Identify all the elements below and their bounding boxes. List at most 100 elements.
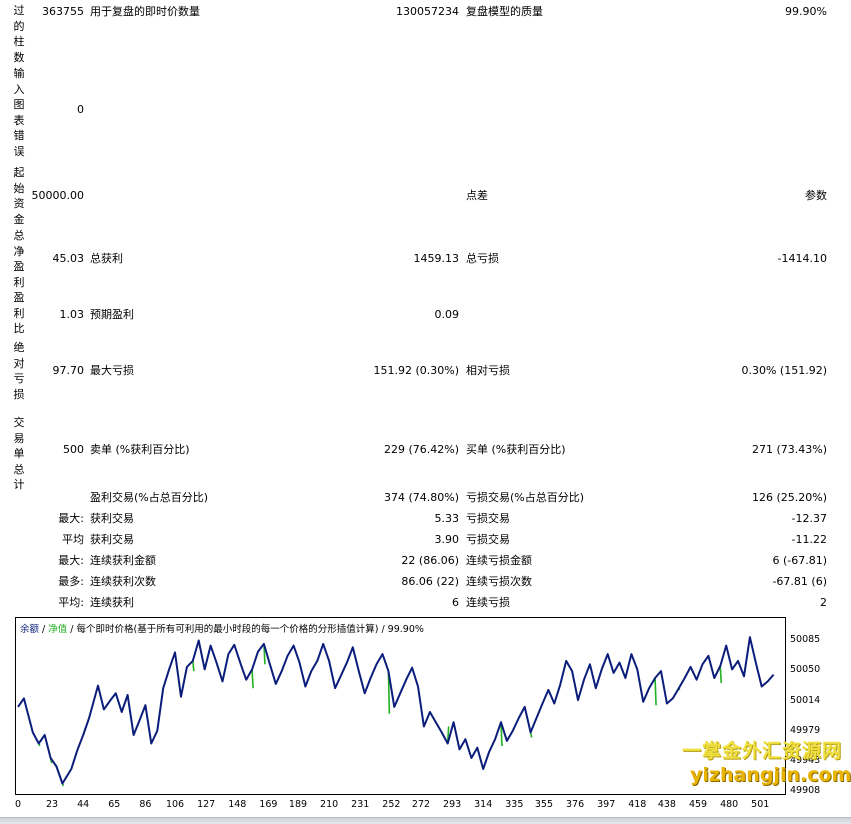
total-trades-value: 500 [63, 443, 84, 456]
gross-loss-value: -1414.10 [777, 252, 827, 265]
equity-dip-12 [719, 665, 723, 684]
expected-payoff-value: 0.09 [434, 308, 460, 321]
absolute-drawdown-value: 97.70 [52, 364, 85, 377]
x-tick-label: 169 [259, 799, 278, 810]
expected-payoff-label: 预期盈利 [90, 308, 134, 321]
equity-dip-8 [500, 722, 503, 747]
x-tick-label: 210 [320, 799, 339, 810]
y-tick-label: 50050 [790, 664, 821, 676]
legend-separator: / [39, 624, 49, 635]
x-tick-label: 397 [597, 799, 616, 810]
largest-label: 最大: [58, 512, 84, 525]
loss-trades-value: 126 (25.20%) [751, 491, 827, 504]
consecutive-loss-count-label: 连续亏损次数 [466, 575, 532, 588]
net-profit-value: 45.03 [52, 252, 85, 265]
short-positions-label: 卖单 (%获利百分比) [90, 443, 190, 456]
model-quality-value: 99.90% [785, 5, 827, 18]
ticks-label: 用于复盘的即时价数量 [90, 5, 200, 18]
watermark-url: yizhangjin.com [690, 764, 851, 786]
side-label-bars: 过的柱数 [13, 4, 25, 64]
x-tick-label: 272 [411, 799, 431, 810]
largest-loss-trade-label: 亏损交易 [466, 512, 510, 525]
maximum-label: 最大: [58, 554, 84, 567]
side-label-absolute-drawdown: 绝对亏损 [13, 341, 25, 401]
gross-profit-value: 1459.13 [413, 252, 460, 265]
consecutive-wins-money-label: 连续获利金额 [90, 554, 156, 567]
loss-trades-label: 亏损交易(%占总百分比) [466, 491, 585, 504]
x-tick-label: 106 [165, 799, 185, 810]
y-tick-label: 49979 [790, 724, 821, 736]
chart-errors-value: 0 [77, 103, 84, 116]
x-tick-label: 355 [534, 799, 554, 810]
largest-loss-trade-value: -12.37 [791, 512, 827, 525]
y-tick-label: 49908 [790, 785, 821, 796]
average-loss-trade-label: 亏损交易 [466, 533, 510, 546]
average-profit-trade-value: 3.90 [434, 533, 460, 546]
gross-profit-label: 总获利 [90, 252, 123, 265]
profit-trades-value: 374 (74.80%) [383, 491, 459, 504]
chart-legend: 余额 / 净值 / 每个即时价格(基于所有可利用的最小时段的每一个价格的分形插值… [20, 621, 424, 635]
balance-chart-plot [17, 636, 775, 787]
average-consecutive-wins-value: 6 [452, 596, 459, 609]
x-tick-label: 293 [443, 799, 462, 810]
y-tick-label: 49943 [790, 755, 821, 767]
average-consecutive-label: 平均: [58, 596, 84, 609]
x-tick-label: 23 [46, 799, 59, 810]
x-tick-label: 480 [720, 799, 739, 810]
long-positions-label: 买单 (%获利百分比) [466, 443, 566, 456]
side-label-initial-deposit: 起始资金 [13, 166, 25, 226]
x-tick-label: 438 [657, 799, 676, 810]
y-tick-label: 50085 [790, 634, 821, 646]
maximal-drawdown-value: 151.92 (0.30%) [373, 364, 459, 377]
x-tick-label: 231 [351, 799, 370, 810]
x-tick-label: 418 [628, 799, 647, 810]
balance-series-line [17, 636, 775, 785]
consecutive-losses-money-value: 6 (-67.81) [772, 554, 827, 567]
average-loss-trade-value: -11.22 [791, 533, 827, 546]
profit-factor-value: 1.03 [59, 308, 85, 321]
spread-label: 点差 [466, 189, 488, 202]
average-consecutive-losses-value: 2 [820, 596, 827, 609]
side-label-net-profit: 总净盈利 [13, 229, 25, 289]
legend-description: / 每个即时价格(基于所有可利用的最小时段的每一个价格的分形插值计算) / 99… [67, 624, 424, 635]
x-tick-label: 189 [288, 799, 308, 810]
consecutive-profit-count-value: 86.06 (22) [401, 575, 459, 588]
relative-drawdown-value: 0.30% (151.92) [741, 364, 827, 377]
x-tick-label: 459 [688, 799, 708, 810]
x-tick-label: 501 [751, 799, 770, 810]
x-tick-label: 127 [197, 799, 216, 810]
y-tick-label: 50014 [790, 694, 821, 706]
largest-profit-trade-label: 获利交易 [90, 512, 134, 525]
consecutive-losses-money-label: 连续亏损金额 [466, 554, 532, 567]
x-tick-label: 0 [14, 799, 22, 810]
equity-dip-6 [387, 671, 391, 714]
initial-deposit-value: 50000.00 [31, 189, 85, 202]
short-positions-value: 229 (76.42%) [383, 443, 459, 456]
consecutive-loss-count-value: -67.81 (6) [772, 575, 827, 588]
side-label-profit-factor: 盈利比 [13, 291, 25, 335]
x-tick-label: 65 [108, 799, 121, 810]
consecutive-profit-count-label: 连续获利次数 [90, 575, 156, 588]
balance-chart: 余额 / 净值 / 每个即时价格(基于所有可利用的最小时段的每一个价格的分形插值… [15, 617, 786, 795]
legend-balance: 余额 [20, 624, 40, 635]
average-consecutive-losses-label: 连续亏损 [466, 596, 510, 609]
x-tick-label: 376 [565, 799, 585, 810]
equity-dip-10 [654, 677, 657, 706]
horizontal-scrollbar[interactable] [0, 817, 851, 824]
relative-drawdown-label: 相对亏损 [466, 364, 510, 377]
x-tick-label: 44 [77, 799, 90, 810]
largest-profit-trade-value: 5.33 [434, 512, 460, 525]
bars-value: 363755 [42, 5, 84, 18]
long-positions-value: 271 (73.43%) [751, 443, 827, 456]
average-consecutive-wins-label: 连续获利 [90, 596, 134, 609]
watermark-title: 一掌金外汇资源网 [682, 740, 843, 762]
equity-dip-4 [251, 669, 254, 689]
model-quality-label: 复盘模型的质量 [466, 5, 543, 18]
x-tick-label: 314 [474, 799, 493, 810]
maximal-label: 最多: [58, 575, 84, 588]
legend-equity: 净值 [48, 624, 68, 635]
gross-loss-label: 总亏损 [466, 252, 499, 265]
x-tick-label: 148 [228, 799, 247, 810]
x-tick-label: 335 [505, 799, 524, 810]
x-tick-label: 252 [382, 799, 401, 810]
